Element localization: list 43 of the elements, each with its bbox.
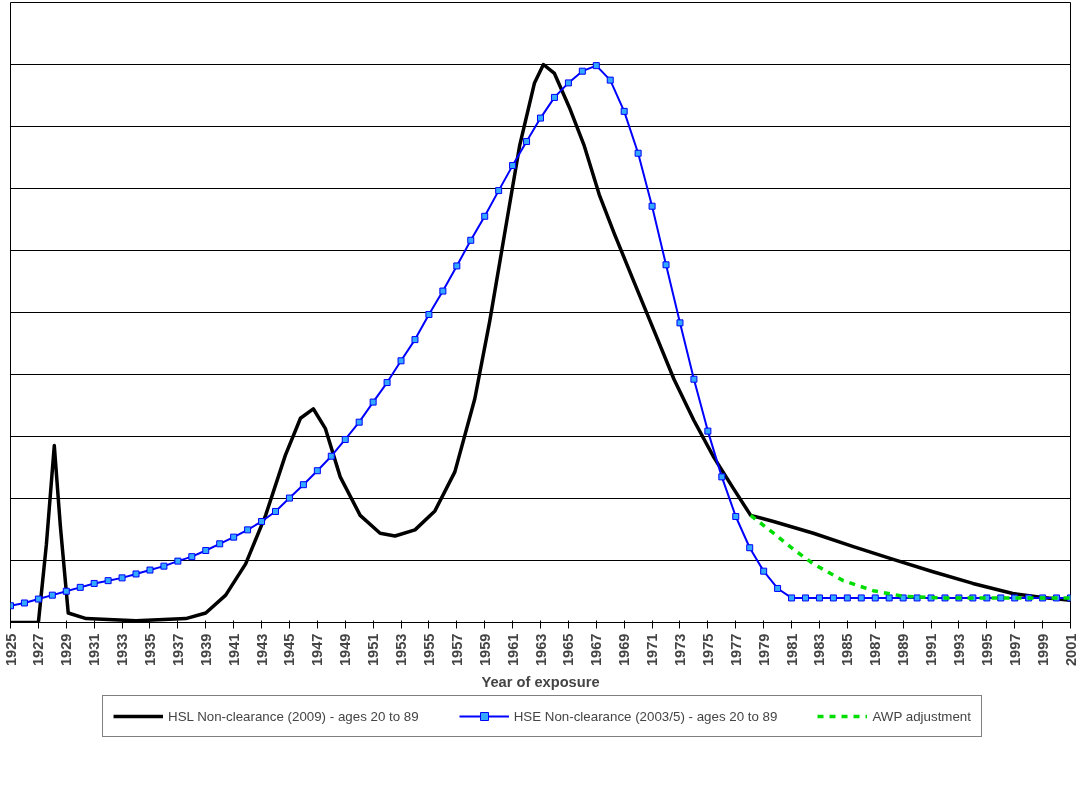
x-tick-label: 1969 bbox=[616, 633, 633, 667]
x-tick-label: 1975 bbox=[699, 633, 716, 667]
x-tick-label: 1979 bbox=[755, 633, 772, 667]
x-tick-label: 1993 bbox=[950, 633, 967, 667]
x-tick-label: 1953 bbox=[393, 633, 410, 667]
x-tick-label: 1995 bbox=[978, 633, 995, 667]
x-tick-label: 1951 bbox=[365, 633, 382, 667]
x-tick-label: 1937 bbox=[169, 633, 186, 667]
x-tick-label: 1959 bbox=[476, 633, 493, 667]
x-tick-label: 1963 bbox=[532, 633, 549, 667]
legend-label: AWP adjustment bbox=[872, 708, 971, 724]
x-tick-label: 1989 bbox=[895, 633, 912, 667]
legend-label: HSE Non-clearance (2003/5) - ages 20 to 89 bbox=[513, 708, 778, 724]
x-tick-label: 1991 bbox=[923, 633, 940, 667]
x-tick-label: 1957 bbox=[448, 633, 465, 667]
x-tick-label: 1927 bbox=[30, 633, 47, 667]
x-tick-label: 1943 bbox=[253, 633, 270, 667]
x-tick-label: 1987 bbox=[867, 633, 884, 667]
x-tick-label: 1949 bbox=[337, 633, 354, 667]
x-tick-label: 1947 bbox=[309, 633, 326, 667]
x-tick-label: 1973 bbox=[671, 633, 688, 667]
x-tick-label: 1967 bbox=[588, 633, 605, 667]
x-tick-label: 1965 bbox=[560, 633, 577, 667]
x-tick-label: 1955 bbox=[420, 633, 437, 667]
x-tick-label: 1939 bbox=[197, 633, 214, 667]
x-tick-label: 1999 bbox=[1034, 633, 1051, 667]
legend-label: HSL Non-clearance (2009) - ages 20 to 89 bbox=[168, 708, 419, 724]
x-tick-label: 1997 bbox=[1006, 633, 1023, 667]
x-tick-label: 1933 bbox=[114, 633, 131, 667]
x-tick-label: 1977 bbox=[727, 633, 744, 667]
x-tick-label: 1961 bbox=[504, 633, 521, 667]
x-tick-label: 1929 bbox=[58, 633, 75, 667]
x-axis-title: Year of exposure bbox=[481, 674, 600, 691]
x-tick-label: 1931 bbox=[86, 633, 103, 667]
x-tick-label: 1925 bbox=[2, 633, 19, 667]
x-tick-label: 2001 bbox=[1062, 633, 1079, 667]
x-tick-label: 1945 bbox=[281, 633, 298, 667]
x-tick-label: 1981 bbox=[783, 633, 800, 667]
x-tick-label: 1983 bbox=[811, 633, 828, 667]
x-tick-label: 1941 bbox=[225, 633, 242, 667]
x-tick-label: 1971 bbox=[644, 633, 661, 667]
x-tick-label: 1985 bbox=[839, 633, 856, 667]
x-tick-label: 1935 bbox=[141, 633, 158, 667]
